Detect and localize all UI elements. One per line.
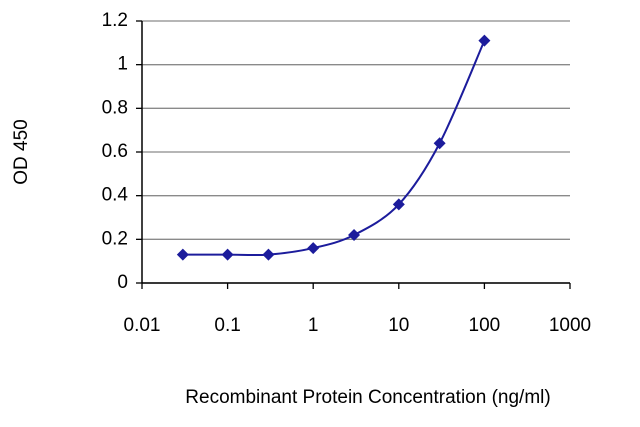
- y-tick-label: 0.2: [102, 228, 128, 249]
- data-point: [433, 137, 446, 150]
- data-point: [176, 248, 189, 261]
- x-tick-label: 10: [388, 315, 409, 336]
- data-point: [478, 34, 491, 47]
- x-tick-label: 1000: [549, 315, 591, 336]
- y-tick-label: 0.4: [102, 185, 129, 206]
- y-tick-label: 0: [117, 272, 128, 293]
- y-tick-label: 1.2: [102, 10, 128, 31]
- x-tick-label: 0.01: [124, 315, 161, 336]
- data-point: [262, 248, 275, 261]
- y-tick-label: 0.8: [102, 97, 128, 118]
- y-axis-label: OD 450: [11, 119, 32, 184]
- data-point: [221, 248, 234, 261]
- x-axis-label: Recombinant Protein Concentration (ng/ml…: [185, 387, 550, 408]
- data-point: [348, 228, 361, 241]
- data-point: [307, 242, 320, 255]
- y-tick-label: 0.6: [102, 141, 128, 162]
- x-tick-label: 1: [308, 315, 319, 336]
- x-tick-label: 100: [469, 315, 501, 336]
- x-tick-label: 0.1: [214, 315, 240, 336]
- data-point: [392, 198, 405, 211]
- y-tick-label: 1: [117, 54, 128, 75]
